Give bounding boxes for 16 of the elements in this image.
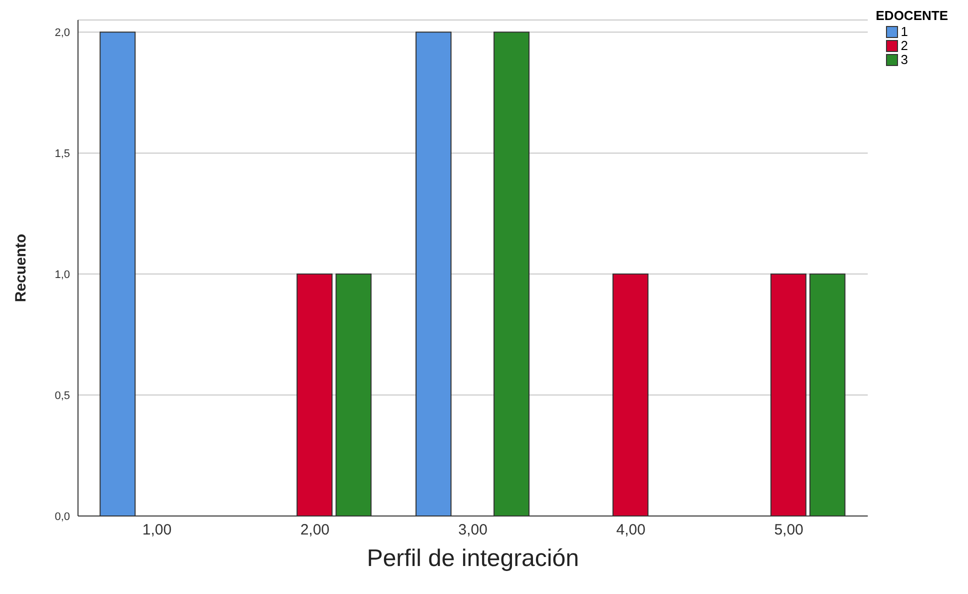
legend-label: 3 <box>900 52 908 67</box>
legend-title: EDOCENTE <box>876 8 948 23</box>
y-tick-label: 0,0 <box>54 510 70 523</box>
y-tick-label: 1,0 <box>54 268 70 281</box>
x-axis-title: Perfil de integración <box>366 545 579 572</box>
x-tick-label: 4,00 <box>616 522 646 539</box>
y-tick-label: 2,0 <box>54 27 70 40</box>
y-axis-title: Recuento <box>12 234 30 302</box>
x-tick-label: 2,00 <box>300 522 330 539</box>
x-tick-label: 5,00 <box>774 522 804 539</box>
y-tick-label: 1,5 <box>54 148 70 160</box>
x-tick-label: 3,00 <box>458 522 488 539</box>
y-tick-label: 0,5 <box>54 390 70 402</box>
legend-label: 2 <box>900 38 908 53</box>
legend-label: 1 <box>900 24 908 39</box>
x-tick-label: 1,00 <box>142 522 172 539</box>
